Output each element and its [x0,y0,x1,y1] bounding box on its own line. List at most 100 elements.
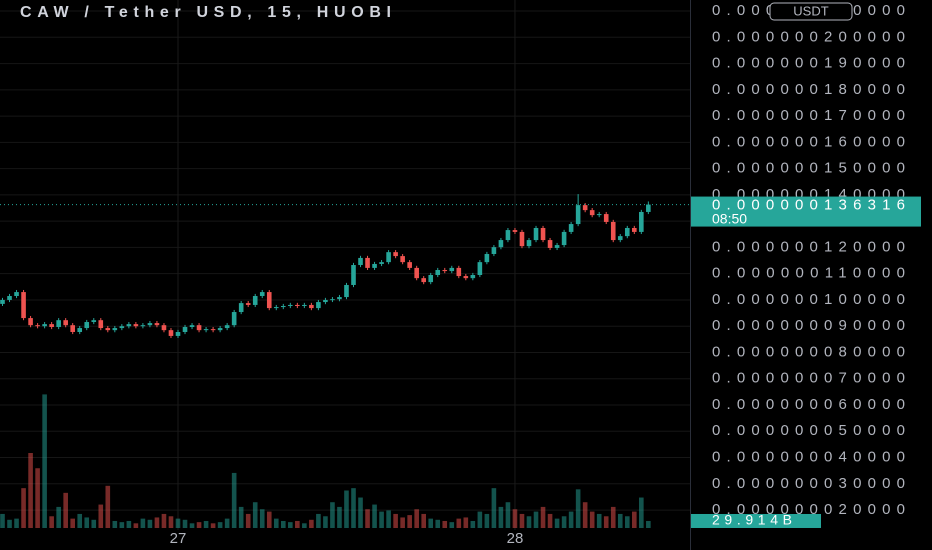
candle-body [477,262,483,275]
candle-body [98,320,104,329]
volume-bar [624,516,630,528]
candle-body [526,240,532,247]
candle-body [365,257,370,268]
candle-body [568,224,574,232]
volume-bar [477,511,483,528]
volume-bar [28,453,33,528]
candle-body [217,328,223,331]
volume-bar [575,489,581,528]
candle-body [210,329,216,331]
candle-body [105,328,111,331]
candle-body [435,270,441,275]
volume-bar [428,518,434,528]
volume-bar [603,516,609,528]
volume-bar [189,523,195,528]
volume-bar [288,522,293,528]
candle-body [421,278,426,283]
volume-bar [519,513,525,528]
volume-bar [63,492,68,528]
volume-bar [182,519,188,528]
candle-body [77,328,83,332]
volume-label-box [691,513,821,528]
volume-bar [463,517,469,528]
volume-bar [421,513,426,528]
candle-body [603,214,609,222]
candle-body [456,267,462,277]
candle-body [56,320,61,328]
volume-bar [302,523,307,528]
volume-bar [491,488,497,528]
candle-body [484,253,490,263]
candle-body [596,214,602,216]
candle-body [639,211,644,232]
volume-bar [358,497,363,528]
candle-body [238,303,244,313]
volume-bar [119,522,125,528]
candle-body [610,221,616,241]
volume-bar [42,394,47,528]
volume-bar [91,519,97,528]
volume-bar [7,519,12,528]
volume-bar [147,519,153,528]
candle-body [91,320,97,323]
volume-bar [0,513,5,528]
candle-body [512,230,518,232]
volume-bar [449,522,455,528]
candle-body [196,325,202,331]
chart-title: CAW / Tether USD, 15, HUOBI [20,4,391,21]
volume-bar [56,506,61,528]
volume-bar [484,513,490,528]
volume-bar [589,511,595,528]
volume-bar [337,506,342,528]
candle-body [372,263,377,268]
candle-body [617,236,623,241]
candle-body [266,292,272,309]
volume-bar [21,488,26,528]
currency-badge [769,2,853,21]
candle-body [182,327,188,332]
volume-bar [365,509,370,528]
candle-body [273,307,279,309]
volume-bar [70,518,75,528]
candle-body [14,292,19,297]
candle-body [442,270,448,272]
volume-bar [161,513,167,528]
volume-bar [140,518,146,528]
candle-body [540,227,546,241]
candle-body [133,324,139,327]
candle-body [302,304,307,306]
candle-body [582,205,588,211]
candle-body [351,265,356,285]
volume-bar [379,511,384,528]
candle-body [414,267,419,279]
candle-body [288,304,293,306]
volume-bar [14,518,19,528]
volume-bar [196,522,202,528]
volume-bar [533,511,539,528]
volume-bar [351,488,356,528]
candle-body [393,252,398,257]
volume-bar [295,520,300,528]
volume-bar [133,523,139,528]
volume-bar [344,490,349,528]
candle-body [470,275,476,279]
candle-body [0,299,5,304]
volume-bar [259,509,265,528]
candle-body [203,329,209,331]
candle-body [119,326,125,329]
volume-bar [456,518,462,528]
candle-body [231,312,237,326]
candle-body [175,331,181,336]
candle-body [7,296,12,300]
volume-bar [632,511,637,528]
candle-body [49,324,54,328]
candle-body [316,302,321,309]
candle-body [547,240,553,248]
volume-bar [610,506,616,528]
volume-bar [617,513,623,528]
volume-bar [281,520,286,528]
candle-body [646,204,651,212]
candle-body [575,205,581,225]
volume-bar [49,516,54,528]
